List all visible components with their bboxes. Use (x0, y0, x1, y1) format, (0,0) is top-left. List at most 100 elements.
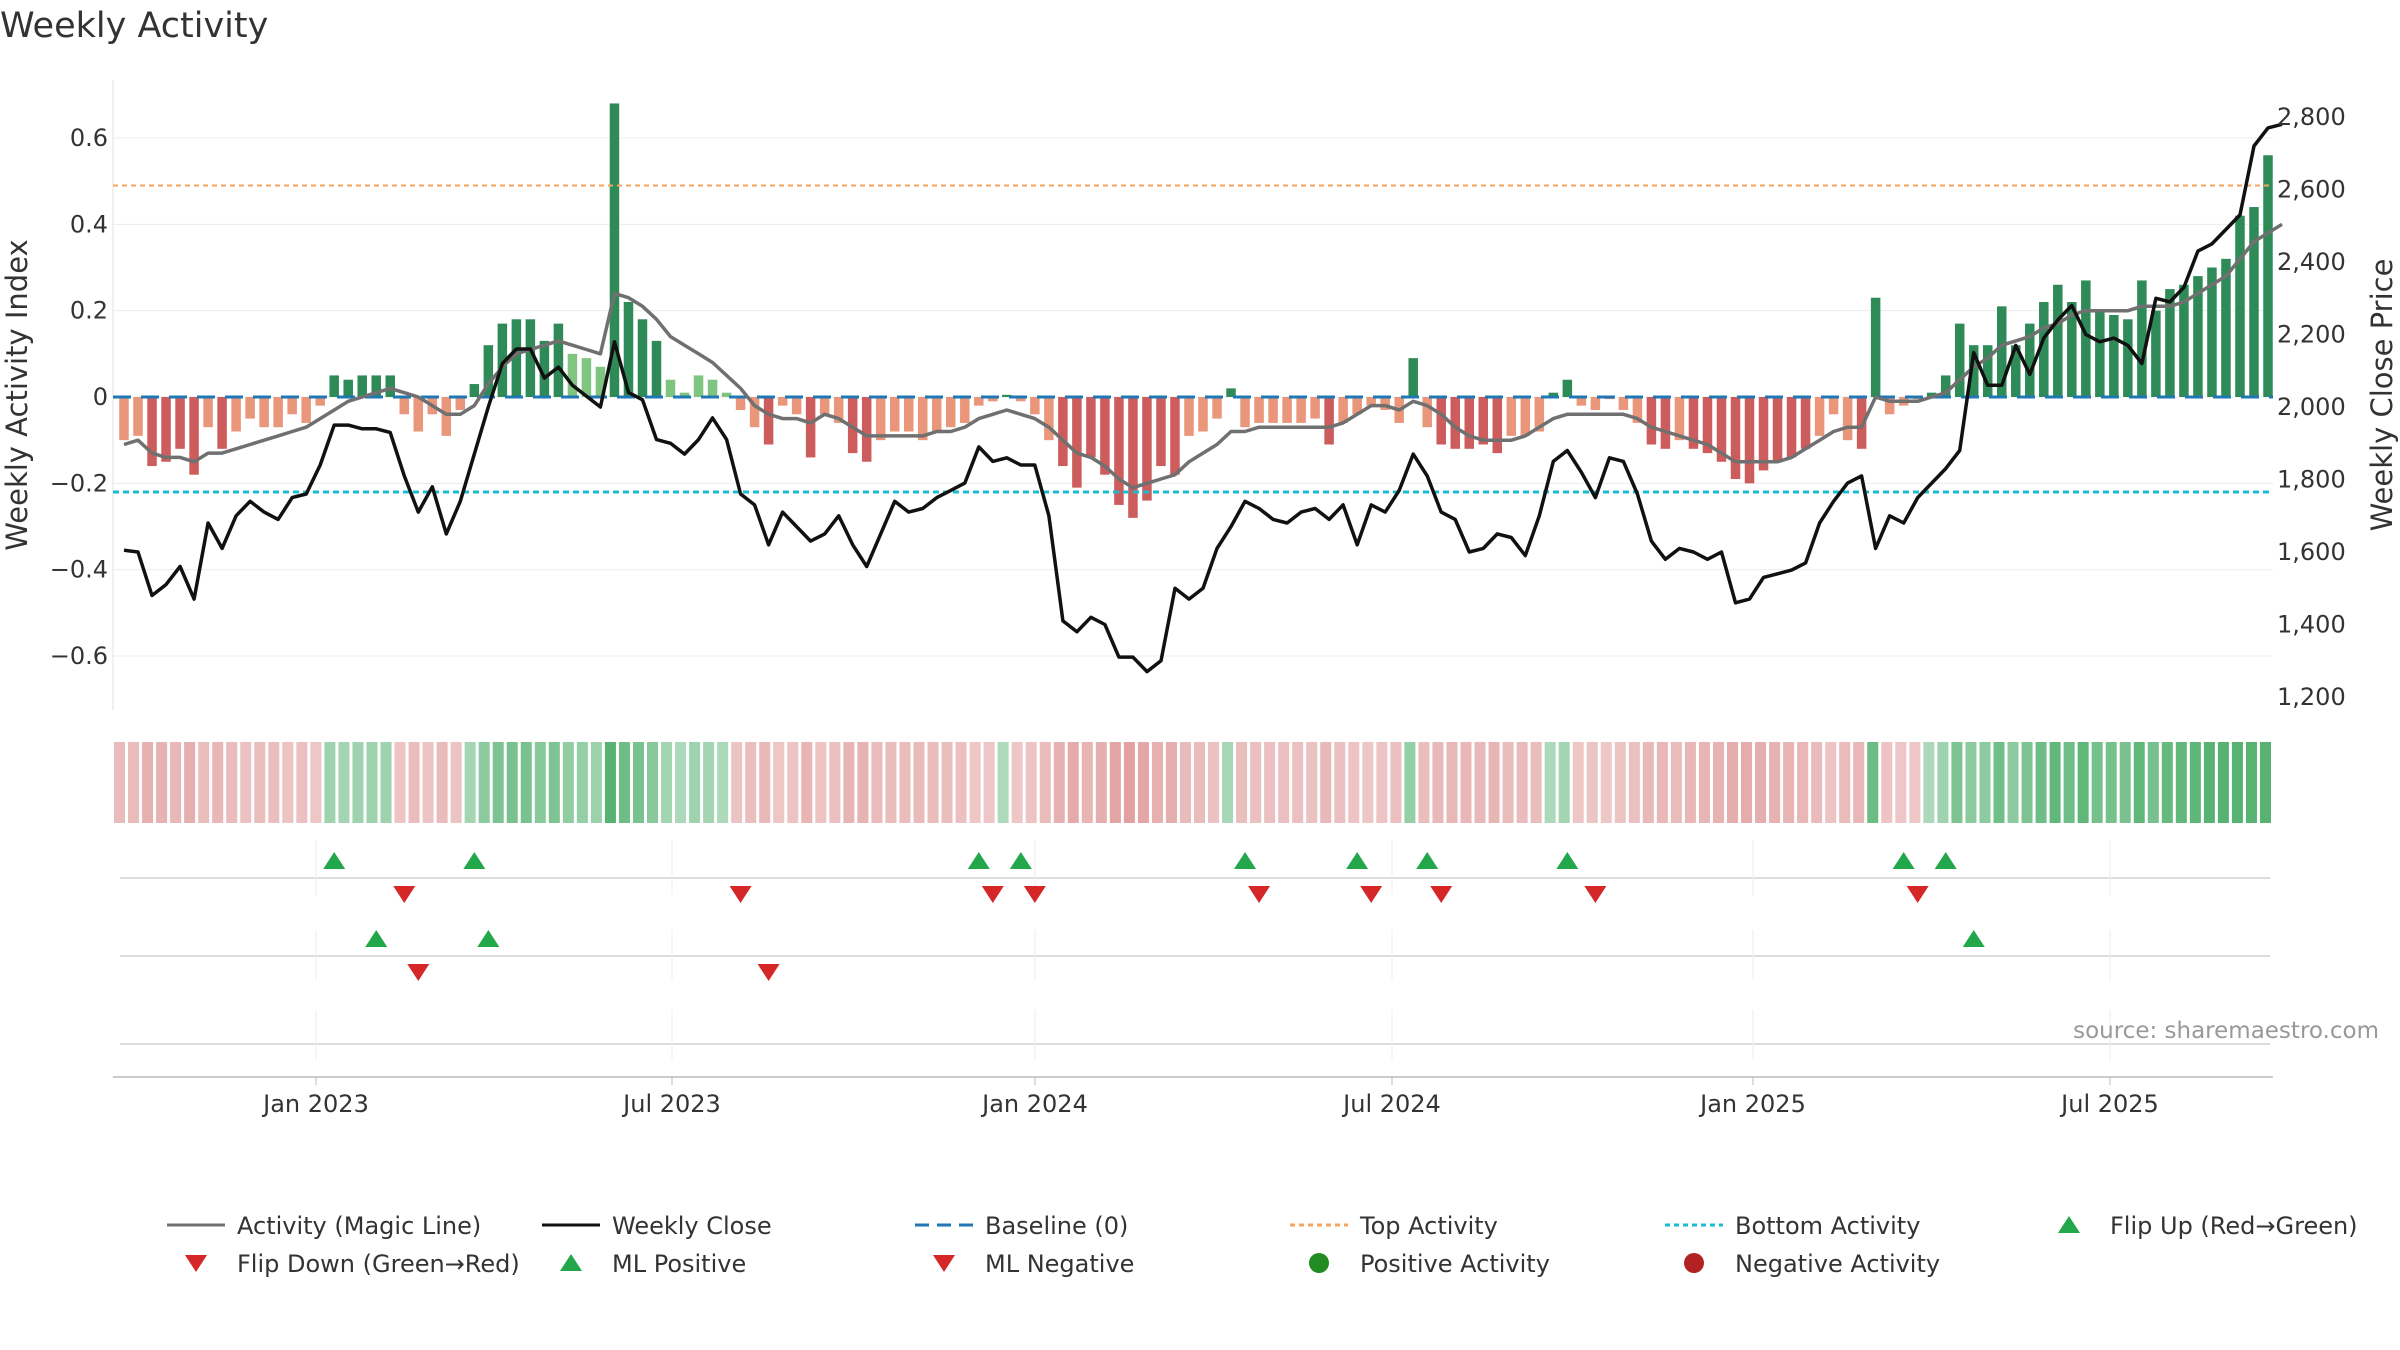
heat-cell (829, 742, 841, 823)
heat-cell (604, 742, 616, 823)
activity-bar (231, 397, 241, 432)
heat-cell (1937, 742, 1949, 823)
x-tick-label: Jan 2024 (980, 1090, 1088, 1118)
activity-bar (147, 397, 157, 467)
activity-bar (2193, 276, 2203, 397)
activity-heat-strip (114, 742, 2271, 823)
signal-rows (113, 840, 2273, 1078)
activity-bar (1254, 397, 1264, 423)
x-axis: Jan 2023 Jul 2023 Jan 2024 Jul 2024 Jan 2025… (261, 1077, 2159, 1118)
y2-tick-label: 2,400 (2277, 248, 2346, 276)
flip-down-marker (1430, 886, 1453, 903)
legend-label: Flip Up (Red→Green) (2110, 1212, 2358, 1240)
activity-bar (1436, 397, 1446, 445)
activity-bar (1450, 397, 1460, 449)
activity-bar (1730, 397, 1741, 480)
heat-cell (1137, 742, 1149, 823)
activity-bar (1618, 397, 1629, 410)
activity-bar (2039, 302, 2049, 397)
heat-cell (1446, 742, 1458, 823)
heat-cell (1165, 742, 1177, 823)
heat-cell (2077, 742, 2089, 823)
flip-up-marker (463, 852, 486, 869)
activity-bar (1786, 397, 1797, 458)
activity-bar (245, 397, 255, 419)
heat-cell (142, 742, 154, 823)
heat-cell (1250, 742, 1262, 823)
activity-bar (161, 397, 171, 462)
activity-bar (1128, 397, 1138, 518)
heat-cell (1222, 742, 1234, 823)
heat-cell (548, 742, 560, 823)
activity-bar (1492, 397, 1503, 454)
activity-bar (1380, 397, 1390, 410)
heat-cell (1628, 742, 1640, 823)
heat-cell (1320, 742, 1332, 823)
heat-cell (1642, 742, 1654, 823)
y2-tick-label: 1,400 (2277, 611, 2346, 639)
activity-bar (1016, 397, 1026, 402)
heat-cell (1600, 742, 1612, 823)
heat-cell (240, 742, 252, 823)
activity-bar (1520, 397, 1531, 436)
activity-bar (819, 397, 830, 415)
activity-bar (721, 392, 732, 397)
flip-up-marker (323, 852, 346, 869)
heat-cell (885, 742, 897, 823)
heat-cell (703, 742, 715, 823)
heat-cell (1558, 742, 1570, 823)
heat-cell (899, 742, 911, 823)
heat-cell (787, 742, 799, 823)
heat-cell (1684, 742, 1696, 823)
heat-cell (156, 742, 168, 823)
heat-cell (1460, 742, 1472, 823)
activity-bar (329, 375, 339, 397)
activity-bar (1884, 397, 1895, 415)
x-tick-label: Jan 2023 (261, 1090, 369, 1118)
heat-cell (128, 742, 140, 823)
source-credit: source: sharemaestro.com (2073, 1018, 2379, 1044)
heat-cell (2175, 742, 2187, 823)
heat-cell (913, 742, 925, 823)
heat-cell (2035, 742, 2047, 823)
activity-bar (1478, 397, 1489, 445)
heat-cell (1418, 742, 1430, 823)
activity-bar (960, 397, 970, 423)
legend-swatch (560, 1254, 582, 1271)
activity-bar (1968, 345, 1979, 397)
activity-bar (946, 397, 956, 428)
activity-bar (567, 353, 578, 397)
activity-bar (974, 397, 984, 406)
activity-bar (1660, 397, 1671, 449)
heat-cell (717, 742, 729, 823)
flip-up-marker (967, 852, 990, 869)
activity-bar (2207, 267, 2217, 397)
heat-cell (2091, 742, 2103, 823)
flip-up-marker (1556, 852, 1579, 869)
activity-bar (413, 397, 424, 432)
legend-label: Flip Down (Green→Red) (237, 1250, 520, 1278)
activity-bar (455, 397, 466, 410)
heat-cell (1993, 742, 2005, 823)
activity-bar (1282, 397, 1292, 423)
heat-cell (1039, 742, 1051, 823)
heat-cell (380, 742, 392, 823)
legend-label: Top Activity (1359, 1212, 1498, 1240)
heat-cell (1025, 742, 1037, 823)
heat-cell (1586, 742, 1598, 823)
activity-bar (833, 397, 844, 423)
activity-bar (791, 397, 802, 415)
heat-cell (1909, 742, 1921, 823)
ml-positive-marker (365, 930, 388, 947)
y-tick-label: 0.2 (70, 297, 108, 325)
activity-bar (1940, 375, 1951, 397)
heat-cell (1530, 742, 1542, 823)
activity-bar (2095, 310, 2105, 397)
heat-cell (1755, 742, 1767, 823)
activity-bar (371, 375, 381, 397)
activity-bar (343, 379, 353, 397)
activity-bar (2137, 280, 2147, 397)
flip-down-marker (729, 886, 752, 903)
heat-cell (1151, 742, 1163, 823)
heat-cell (1208, 742, 1220, 823)
